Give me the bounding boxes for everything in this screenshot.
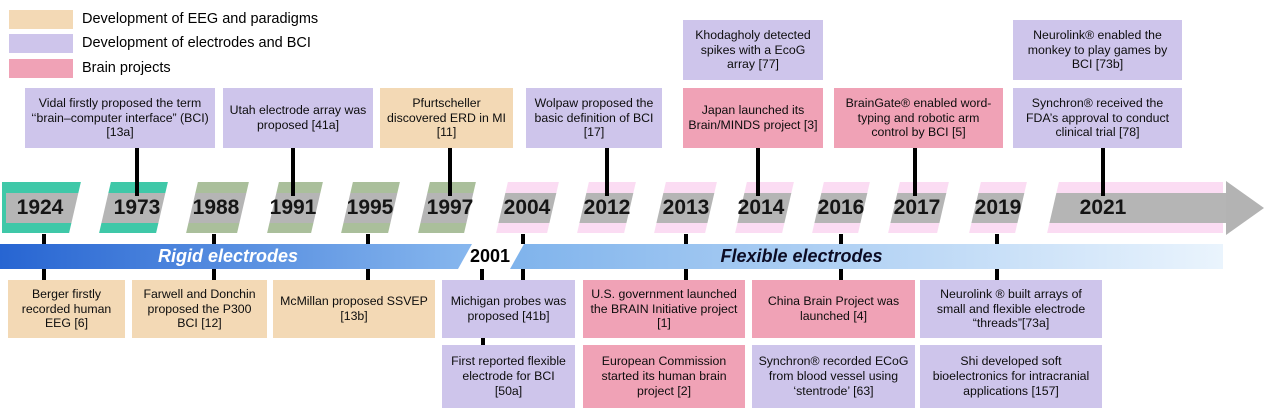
event-box-farwell-p300: Farwell and Donchin proposed the P300 BC… <box>132 280 267 338</box>
year-label-2017: 2017 <box>893 196 941 219</box>
event-box-synchron-fda: Synchron® received the FDA’s approval to… <box>1013 88 1182 148</box>
year-label-1988: 1988 <box>192 196 240 219</box>
flexible-electrodes-bar: Flexible electrodes <box>510 244 1223 269</box>
tick-1995-lower <box>366 269 370 280</box>
legend-swatch-electrodes-bci <box>9 34 73 53</box>
event-box-japan-brain-minds: Japan launched its Brain/MINDS project [… <box>683 88 823 148</box>
connector-vidal-1973 <box>135 148 139 196</box>
legend-swatch-eeg <box>9 10 73 29</box>
tick-michigan-to-first-flexible <box>481 338 485 345</box>
tick-1988-lower <box>212 269 216 280</box>
tick-2004-lower <box>521 269 525 280</box>
year-label-2013: 2013 <box>662 196 710 219</box>
connector-braingate-2017 <box>913 148 917 196</box>
timeline-arrow-head <box>1226 181 1264 235</box>
tick-2016-lower <box>839 269 843 280</box>
year-label-2012: 2012 <box>583 196 631 219</box>
event-box-mcmillan-ssvep: McMillan proposed SSVEP [13b] <box>273 280 435 338</box>
tick-1924-lower <box>42 269 46 280</box>
tick-2001-lower <box>480 269 484 280</box>
event-box-berger-eeg: Berger firstly recorded human EEG [6] <box>8 280 125 338</box>
event-box-utah-array: Utah electrode array was proposed [41a] <box>223 88 373 148</box>
event-box-neuralink-threads: Neurolink ® built arrays of small and fl… <box>920 280 1102 338</box>
tick-2013-lower <box>684 269 688 280</box>
event-box-braingate-word-typing: BrainGate® enabled word-typing and robot… <box>834 88 1003 148</box>
year-label-1997: 1997 <box>426 196 474 219</box>
year-label-2014: 2014 <box>737 196 785 219</box>
event-box-synchron-stentrode: Synchron® recorded ECoG from blood vesse… <box>752 345 915 408</box>
connector-synchron-2021 <box>1101 148 1105 196</box>
connector-pfurtscheller-1997 <box>448 148 452 196</box>
event-box-michigan-probes: Michigan probes was proposed [41b] <box>442 280 575 338</box>
tick-2019-upper <box>995 234 999 244</box>
legend-swatch-brain-projects <box>9 59 73 78</box>
year-label-2004: 2004 <box>503 196 551 219</box>
event-box-wolpaw-definition: Wolpaw proposed the basic definition of … <box>526 88 662 148</box>
year-label-1991: 1991 <box>269 196 317 219</box>
connector-wolpaw-2012 <box>605 148 609 196</box>
rigid-electrodes-bar: Rigid electrodes <box>0 244 472 269</box>
legend-label-brain-projects: Brain projects <box>82 60 171 76</box>
legend-label-eeg: Development of EEG and paradigms <box>82 11 319 27</box>
era-divider-2001: 2001 <box>469 246 511 266</box>
year-label-2016: 2016 <box>817 196 865 219</box>
event-box-eu-human-brain-project: European Commission started its human br… <box>583 345 745 408</box>
connector-utah-1991 <box>291 148 295 196</box>
event-box-china-brain-project: China Brain Project was launched [4] <box>752 280 915 338</box>
tick-2019-lower <box>995 269 999 280</box>
event-box-us-brain-initiative: U.S. government launched the BRAIN Initi… <box>583 280 745 338</box>
tick-1924-upper <box>42 234 46 244</box>
tick-1995-upper <box>366 234 370 244</box>
year-label-2019: 2019 <box>974 196 1022 219</box>
year-label-1924: 1924 <box>16 196 64 219</box>
year-label-2021: 2021 <box>1079 196 1127 219</box>
event-box-khodagholy-ecog-array: Khodagholy detected spikes with a EcoG a… <box>683 20 823 80</box>
tick-1988-upper <box>212 234 216 244</box>
event-box-vidal-bci-term: Vidal firstly proposed the term ‘‘brain–… <box>25 88 215 148</box>
event-box-neuralink-monkey-games: Neurolink® enabled the monkey to play ga… <box>1013 20 1182 80</box>
event-box-shi-bioelectronics: Shi developed soft bioelectronics for in… <box>920 345 1102 408</box>
tick-2016-upper <box>839 234 843 244</box>
event-box-pfurtscheller-erd: Pfurtscheller discovered ERD in MI [11] <box>380 88 513 148</box>
connector-japan-2014 <box>756 148 760 196</box>
tick-2004-upper <box>521 234 525 244</box>
year-label-1995: 1995 <box>346 196 394 219</box>
year-label-1973: 1973 <box>113 196 161 219</box>
event-box-first-flexible-electrode: First reported flexible electrode for BC… <box>442 345 575 408</box>
legend-label-electrodes-bci: Development of electrodes and BCI <box>82 35 311 51</box>
tick-2013-upper <box>684 234 688 244</box>
